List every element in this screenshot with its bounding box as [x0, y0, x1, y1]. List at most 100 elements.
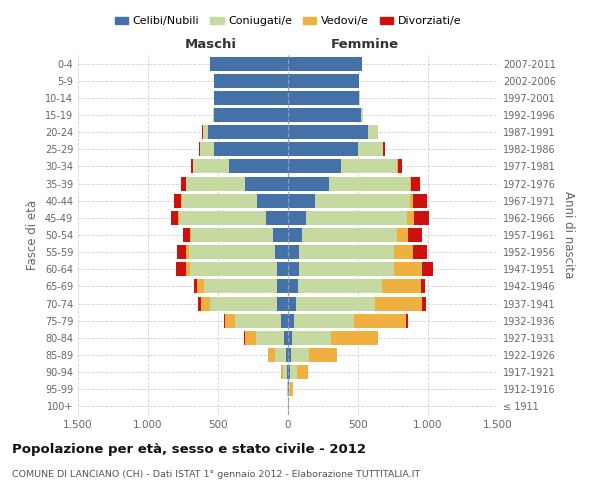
Bar	[331, 331, 377, 345]
Bar	[287, 365, 288, 379]
Bar	[290, 382, 293, 396]
Bar	[281, 365, 283, 379]
Bar	[176, 262, 186, 276]
Bar	[229, 160, 288, 173]
Bar	[398, 160, 402, 173]
Bar	[288, 348, 291, 362]
Bar	[213, 108, 214, 122]
Bar	[199, 142, 200, 156]
Bar	[204, 280, 277, 293]
Bar	[288, 125, 368, 139]
Bar	[288, 108, 361, 122]
Bar	[298, 280, 382, 293]
Bar	[422, 296, 426, 310]
Bar	[277, 280, 288, 293]
Bar	[293, 314, 354, 328]
Bar	[289, 382, 290, 396]
Bar	[288, 91, 359, 105]
Bar	[214, 108, 288, 122]
Bar	[203, 125, 208, 139]
Bar	[413, 245, 427, 259]
Bar	[191, 160, 193, 173]
Bar	[286, 348, 288, 362]
Bar	[288, 211, 306, 225]
Bar	[214, 74, 288, 88]
Bar	[354, 314, 406, 328]
Bar	[288, 245, 299, 259]
Bar	[421, 280, 425, 293]
Bar	[288, 74, 359, 88]
Bar	[178, 245, 186, 259]
Bar	[201, 296, 209, 310]
Bar	[277, 296, 288, 310]
Bar	[272, 228, 288, 242]
Bar	[190, 262, 277, 276]
Bar	[422, 262, 433, 276]
Bar	[186, 245, 188, 259]
Bar	[224, 314, 225, 328]
Bar	[382, 280, 421, 293]
Bar	[179, 211, 266, 225]
Bar	[341, 160, 397, 173]
Text: COMUNE DI LANCIANO (CH) - Dati ISTAT 1° gennaio 2012 - Elaborazione TUTTITALIA.I: COMUNE DI LANCIANO (CH) - Dati ISTAT 1° …	[12, 470, 420, 479]
Bar	[214, 91, 288, 105]
Bar	[191, 228, 272, 242]
Bar	[182, 194, 257, 207]
Bar	[275, 245, 288, 259]
Bar	[414, 211, 430, 225]
Bar	[413, 194, 427, 207]
Text: Maschi: Maschi	[185, 38, 237, 52]
Bar	[410, 194, 413, 207]
Bar	[256, 331, 284, 345]
Bar	[397, 160, 398, 173]
Bar	[288, 142, 358, 156]
Y-axis label: Fasce di età: Fasce di età	[26, 200, 39, 270]
Bar	[288, 262, 299, 276]
Bar	[193, 160, 229, 173]
Bar	[174, 194, 181, 207]
Bar	[235, 314, 281, 328]
Bar	[329, 176, 410, 190]
Bar	[197, 280, 204, 293]
Bar	[397, 228, 409, 242]
Bar	[209, 56, 288, 70]
Bar	[281, 314, 288, 328]
Bar	[288, 365, 290, 379]
Bar	[225, 314, 235, 328]
Bar	[368, 125, 377, 139]
Bar	[186, 176, 245, 190]
Legend: Celibi/Nubili, Coniugati/e, Vedovi/e, Divorziati/e: Celibi/Nubili, Coniugati/e, Vedovi/e, Di…	[110, 12, 466, 31]
Bar	[407, 211, 414, 225]
Bar	[186, 262, 190, 276]
Bar	[288, 56, 362, 70]
Bar	[268, 348, 275, 362]
Bar	[199, 296, 201, 310]
Bar	[288, 160, 341, 173]
Bar	[296, 296, 375, 310]
Bar	[358, 142, 383, 156]
Bar	[288, 382, 289, 396]
Bar	[288, 228, 302, 242]
Bar	[292, 331, 331, 345]
Bar	[306, 211, 407, 225]
Bar	[394, 262, 422, 276]
Bar	[302, 228, 397, 242]
Bar	[299, 262, 394, 276]
Bar	[209, 296, 277, 310]
Bar	[277, 262, 288, 276]
Bar	[214, 142, 288, 156]
Bar	[190, 228, 191, 242]
Bar	[299, 245, 394, 259]
Bar	[266, 211, 288, 225]
Bar	[291, 348, 309, 362]
Bar	[245, 331, 256, 345]
Bar	[314, 194, 410, 207]
Bar	[183, 228, 190, 242]
Bar	[288, 176, 329, 190]
Bar	[208, 125, 288, 139]
Bar	[375, 296, 422, 310]
Bar	[257, 194, 288, 207]
Bar	[288, 314, 293, 328]
Bar	[171, 211, 178, 225]
Bar	[245, 176, 288, 190]
